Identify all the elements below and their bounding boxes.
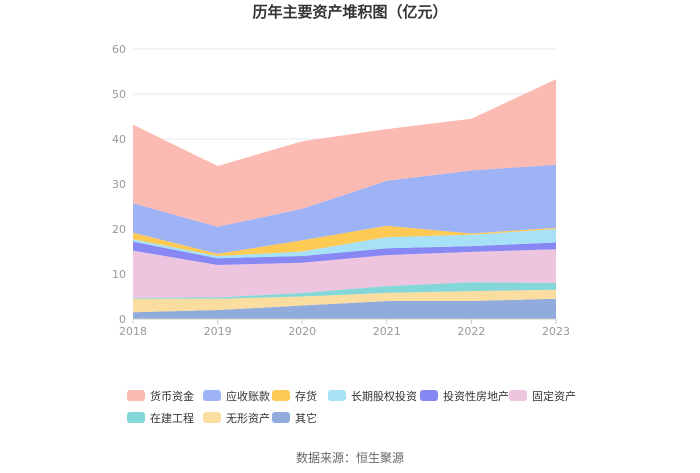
x-tick-label: 2022 bbox=[457, 325, 485, 338]
chart-title: 历年主要资产堆积图（亿元） bbox=[252, 3, 447, 21]
legend-label: 在建工程 bbox=[150, 411, 194, 425]
y-tick-label: 30 bbox=[112, 178, 126, 191]
area-货币资金 bbox=[133, 79, 556, 227]
area-投资性房地产 bbox=[133, 241, 556, 265]
y-tick-label: 50 bbox=[112, 88, 126, 101]
legend-swatch bbox=[203, 390, 221, 401]
x-tick-label: 2018 bbox=[119, 325, 147, 338]
legend-swatch bbox=[420, 390, 438, 401]
area-series bbox=[133, 79, 556, 319]
axes: 0 10 20 30 40 50 60 2018 2019 2020 2021 2022 2023 bbox=[112, 43, 570, 338]
area-在建工程 bbox=[133, 282, 556, 299]
data-source: 数据来源：恒生聚源 bbox=[296, 450, 404, 465]
legend-label: 存货 bbox=[295, 389, 317, 403]
legend-swatch bbox=[328, 390, 346, 401]
legend-label: 固定资产 bbox=[532, 389, 576, 403]
legend-label: 其它 bbox=[295, 411, 317, 425]
legend-swatch bbox=[203, 412, 221, 423]
x-tick-label: 2023 bbox=[542, 325, 570, 338]
y-tick-label: 40 bbox=[112, 133, 126, 146]
x-tick-label: 2019 bbox=[204, 325, 232, 338]
area-应收账款 bbox=[133, 164, 556, 254]
legend-swatch bbox=[127, 412, 145, 423]
x-tick-label: 2021 bbox=[373, 325, 401, 338]
legend-swatch bbox=[272, 390, 290, 401]
legend-swatch bbox=[127, 390, 145, 401]
area-无形资产 bbox=[133, 289, 556, 313]
x-tick-label: 2020 bbox=[288, 325, 316, 338]
legend-label: 货币资金 bbox=[150, 389, 194, 403]
legend-label: 无形资产 bbox=[226, 411, 270, 425]
legend-label: 长期股权投资 bbox=[351, 389, 417, 403]
area-固定资产 bbox=[133, 249, 556, 298]
area-存货 bbox=[133, 225, 556, 256]
legend-swatch bbox=[509, 390, 527, 401]
legend-label: 应收账款 bbox=[226, 389, 270, 403]
y-tick-label: 0 bbox=[119, 313, 126, 326]
area-其它 bbox=[133, 298, 556, 319]
legend-swatch bbox=[272, 412, 290, 423]
y-tick-label: 60 bbox=[112, 43, 126, 56]
y-tick-label: 20 bbox=[112, 223, 126, 236]
area-长期股权投资 bbox=[133, 229, 556, 259]
legend-label: 投资性房地产 bbox=[443, 389, 509, 403]
y-tick-label: 10 bbox=[112, 268, 126, 281]
